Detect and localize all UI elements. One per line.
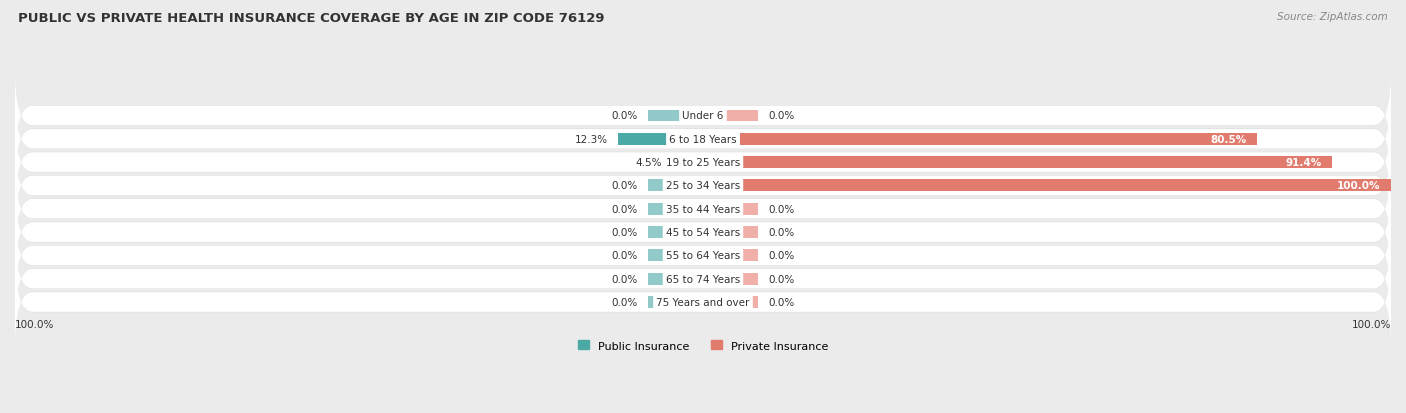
FancyBboxPatch shape: [15, 208, 1391, 304]
Text: 19 to 25 Years: 19 to 25 Years: [666, 158, 740, 168]
Bar: [703, 273, 758, 285]
Text: 0.0%: 0.0%: [612, 274, 638, 284]
Text: 0.0%: 0.0%: [768, 204, 794, 214]
Legend: Public Insurance, Private Insurance: Public Insurance, Private Insurance: [578, 341, 828, 351]
FancyBboxPatch shape: [15, 184, 1391, 281]
Text: 0.0%: 0.0%: [612, 228, 638, 237]
Text: 35 to 44 Years: 35 to 44 Years: [666, 204, 740, 214]
Bar: [703, 203, 758, 215]
Bar: [648, 203, 703, 215]
Text: 100.0%: 100.0%: [15, 319, 55, 329]
Text: 12.3%: 12.3%: [575, 135, 607, 145]
FancyBboxPatch shape: [15, 91, 1391, 188]
Text: 55 to 64 Years: 55 to 64 Years: [666, 251, 740, 261]
Text: 100.0%: 100.0%: [1351, 319, 1391, 329]
FancyBboxPatch shape: [15, 138, 1391, 234]
Text: 0.0%: 0.0%: [768, 111, 794, 121]
Text: Under 6: Under 6: [682, 111, 724, 121]
Bar: [703, 133, 1257, 145]
Text: PUBLIC VS PRIVATE HEALTH INSURANCE COVERAGE BY AGE IN ZIP CODE 76129: PUBLIC VS PRIVATE HEALTH INSURANCE COVER…: [18, 12, 605, 25]
Text: 25 to 34 Years: 25 to 34 Years: [666, 181, 740, 191]
Bar: [703, 110, 758, 122]
Bar: [648, 297, 703, 308]
Text: 0.0%: 0.0%: [768, 274, 794, 284]
Text: 0.0%: 0.0%: [768, 297, 794, 307]
Text: 0.0%: 0.0%: [612, 204, 638, 214]
FancyBboxPatch shape: [15, 161, 1391, 257]
Text: 0.0%: 0.0%: [768, 228, 794, 237]
Bar: [648, 110, 703, 122]
FancyBboxPatch shape: [15, 68, 1391, 164]
Text: Source: ZipAtlas.com: Source: ZipAtlas.com: [1277, 12, 1388, 22]
Bar: [648, 273, 703, 285]
Bar: [648, 180, 703, 192]
Text: 0.0%: 0.0%: [612, 181, 638, 191]
Text: 0.0%: 0.0%: [768, 251, 794, 261]
Bar: [703, 250, 758, 262]
Bar: [648, 227, 703, 238]
FancyBboxPatch shape: [15, 230, 1391, 328]
FancyBboxPatch shape: [15, 231, 1391, 327]
Text: 45 to 54 Years: 45 to 54 Years: [666, 228, 740, 237]
FancyBboxPatch shape: [15, 115, 1391, 211]
Text: 0.0%: 0.0%: [612, 111, 638, 121]
Text: 100.0%: 100.0%: [1337, 181, 1381, 191]
Bar: [648, 250, 703, 262]
FancyBboxPatch shape: [15, 68, 1391, 164]
FancyBboxPatch shape: [15, 114, 1391, 211]
Text: 80.5%: 80.5%: [1211, 135, 1247, 145]
Text: 75 Years and over: 75 Years and over: [657, 297, 749, 307]
Bar: [672, 157, 703, 169]
Text: 0.0%: 0.0%: [612, 297, 638, 307]
Bar: [619, 133, 703, 145]
Bar: [703, 180, 1391, 192]
Text: 4.5%: 4.5%: [636, 158, 662, 168]
Bar: [703, 297, 758, 308]
FancyBboxPatch shape: [15, 254, 1391, 350]
Bar: [703, 227, 758, 238]
FancyBboxPatch shape: [15, 138, 1391, 234]
FancyBboxPatch shape: [15, 207, 1391, 304]
FancyBboxPatch shape: [15, 92, 1391, 188]
Bar: [703, 157, 1331, 169]
Text: 6 to 18 Years: 6 to 18 Years: [669, 135, 737, 145]
Text: 91.4%: 91.4%: [1285, 158, 1322, 168]
FancyBboxPatch shape: [15, 161, 1391, 258]
FancyBboxPatch shape: [15, 185, 1391, 280]
Text: 0.0%: 0.0%: [612, 251, 638, 261]
Text: 65 to 74 Years: 65 to 74 Years: [666, 274, 740, 284]
FancyBboxPatch shape: [15, 254, 1391, 351]
